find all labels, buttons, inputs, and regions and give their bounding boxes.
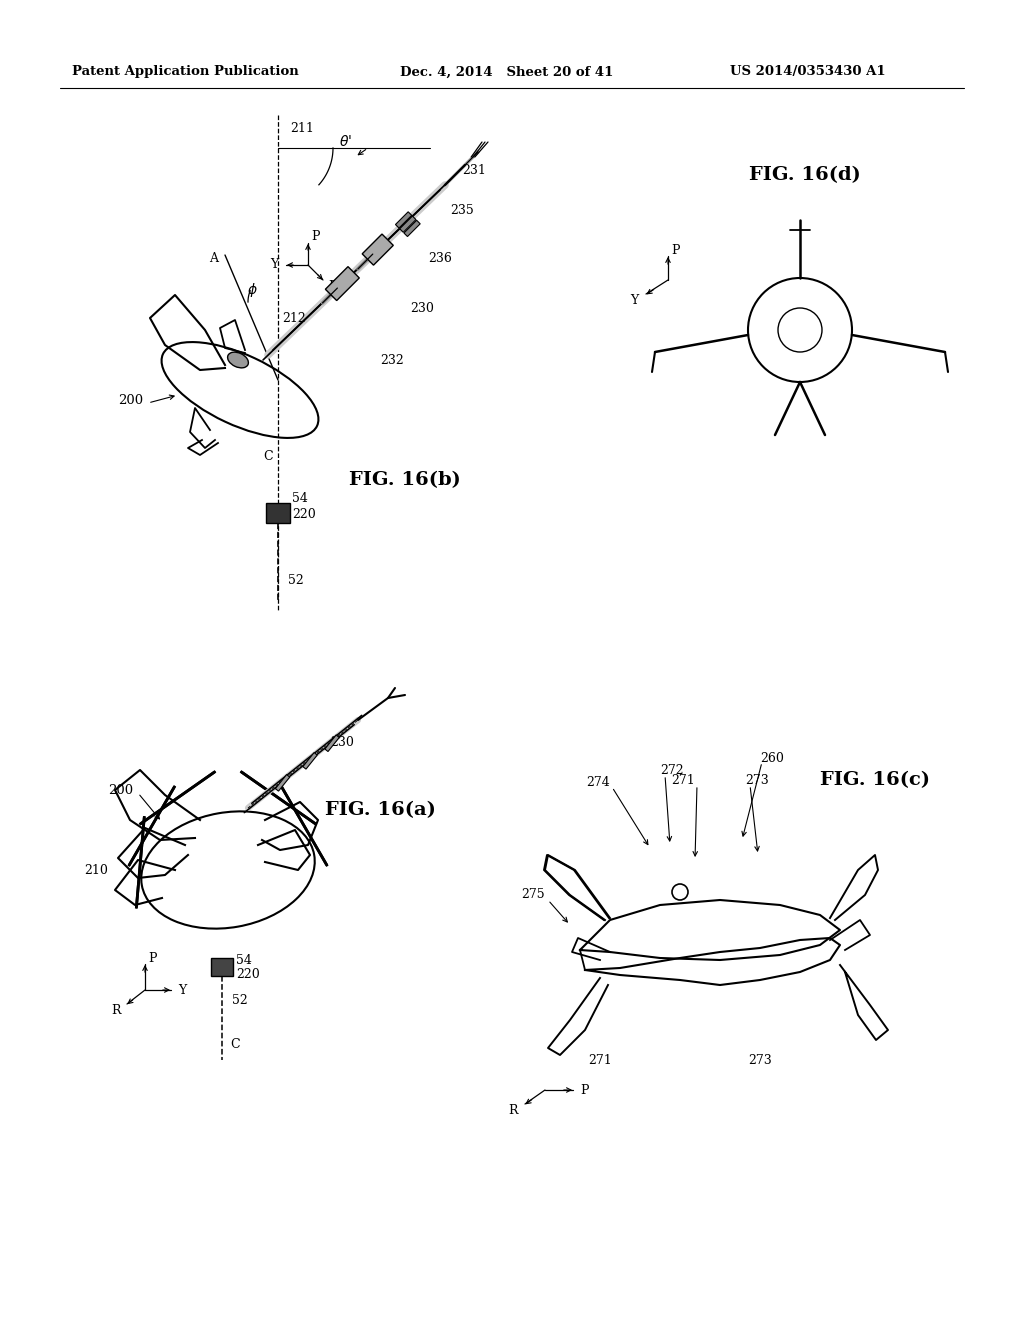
- Text: 200: 200: [118, 393, 143, 407]
- Text: Y: Y: [178, 983, 186, 997]
- Text: 52: 52: [232, 994, 248, 1006]
- Polygon shape: [395, 211, 412, 228]
- Polygon shape: [362, 234, 393, 265]
- Text: P: P: [148, 952, 157, 965]
- Text: $\phi$: $\phi$: [247, 281, 257, 300]
- Polygon shape: [399, 216, 416, 232]
- Text: 272: 272: [660, 763, 684, 776]
- Polygon shape: [211, 958, 233, 975]
- Text: 210: 210: [84, 863, 108, 876]
- Text: C: C: [230, 1039, 240, 1052]
- Polygon shape: [403, 220, 420, 236]
- Text: 52: 52: [288, 573, 304, 586]
- Polygon shape: [326, 267, 359, 301]
- Text: 232: 232: [380, 354, 403, 367]
- Text: Patent Application Publication: Patent Application Publication: [72, 66, 299, 78]
- Text: 235: 235: [450, 203, 474, 216]
- Text: R: R: [509, 1104, 518, 1117]
- Polygon shape: [266, 503, 290, 523]
- Ellipse shape: [227, 352, 249, 368]
- Text: 260: 260: [760, 751, 784, 764]
- Text: 200: 200: [108, 784, 133, 796]
- Text: 54: 54: [292, 492, 308, 506]
- Text: 54: 54: [236, 953, 252, 966]
- Text: 236: 236: [428, 252, 452, 264]
- Text: 274: 274: [587, 776, 610, 788]
- Text: 271: 271: [588, 1053, 612, 1067]
- Text: FIG. 16(a): FIG. 16(a): [325, 801, 435, 818]
- Text: 220: 220: [292, 507, 315, 520]
- Text: R: R: [328, 281, 338, 293]
- Text: Dec. 4, 2014   Sheet 20 of 41: Dec. 4, 2014 Sheet 20 of 41: [400, 66, 613, 78]
- Text: 230: 230: [410, 301, 434, 314]
- Text: 212: 212: [282, 312, 306, 325]
- Polygon shape: [275, 775, 290, 791]
- Text: Y: Y: [630, 293, 638, 306]
- Text: 211: 211: [290, 121, 314, 135]
- Text: P: P: [311, 231, 319, 243]
- Text: P: P: [580, 1084, 589, 1097]
- Text: R: R: [112, 1003, 121, 1016]
- Text: A: A: [209, 252, 218, 264]
- Text: FIG. 16(d): FIG. 16(d): [750, 166, 861, 183]
- Text: 273: 273: [749, 1053, 772, 1067]
- Text: 273: 273: [745, 774, 769, 787]
- Text: $\theta$': $\theta$': [339, 135, 351, 149]
- Text: Y: Y: [269, 259, 278, 272]
- Polygon shape: [303, 752, 317, 770]
- Text: 271: 271: [672, 774, 695, 787]
- Text: FIG. 16(b): FIG. 16(b): [349, 471, 461, 488]
- Text: US 2014/0353430 A1: US 2014/0353430 A1: [730, 66, 886, 78]
- Text: 275: 275: [521, 888, 545, 902]
- Text: FIG. 16(c): FIG. 16(c): [820, 771, 930, 789]
- Text: 220: 220: [236, 969, 260, 982]
- Text: 230: 230: [330, 735, 354, 748]
- Text: P: P: [671, 243, 680, 256]
- Text: C: C: [263, 450, 272, 462]
- Text: 231: 231: [462, 164, 485, 177]
- Polygon shape: [325, 735, 339, 751]
